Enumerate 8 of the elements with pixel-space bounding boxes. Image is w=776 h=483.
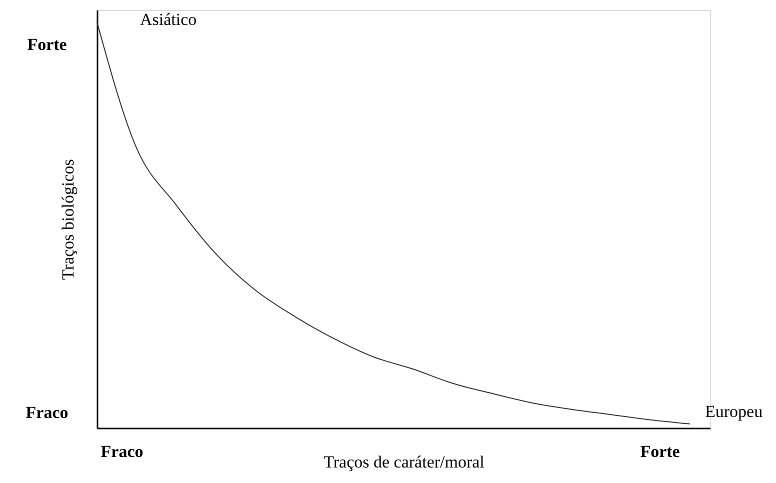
annotation: Asiático (140, 10, 197, 29)
text: Fraco (26, 403, 68, 422)
text: Forte (640, 442, 680, 461)
text: Fraco (100, 442, 144, 461)
y-axis-title: Traços biológicos (58, 159, 78, 280)
x-axis-title: Traços de caráter/moral (324, 452, 485, 472)
annotation: Europeu (705, 402, 764, 421)
text: Forte (27, 35, 68, 54)
